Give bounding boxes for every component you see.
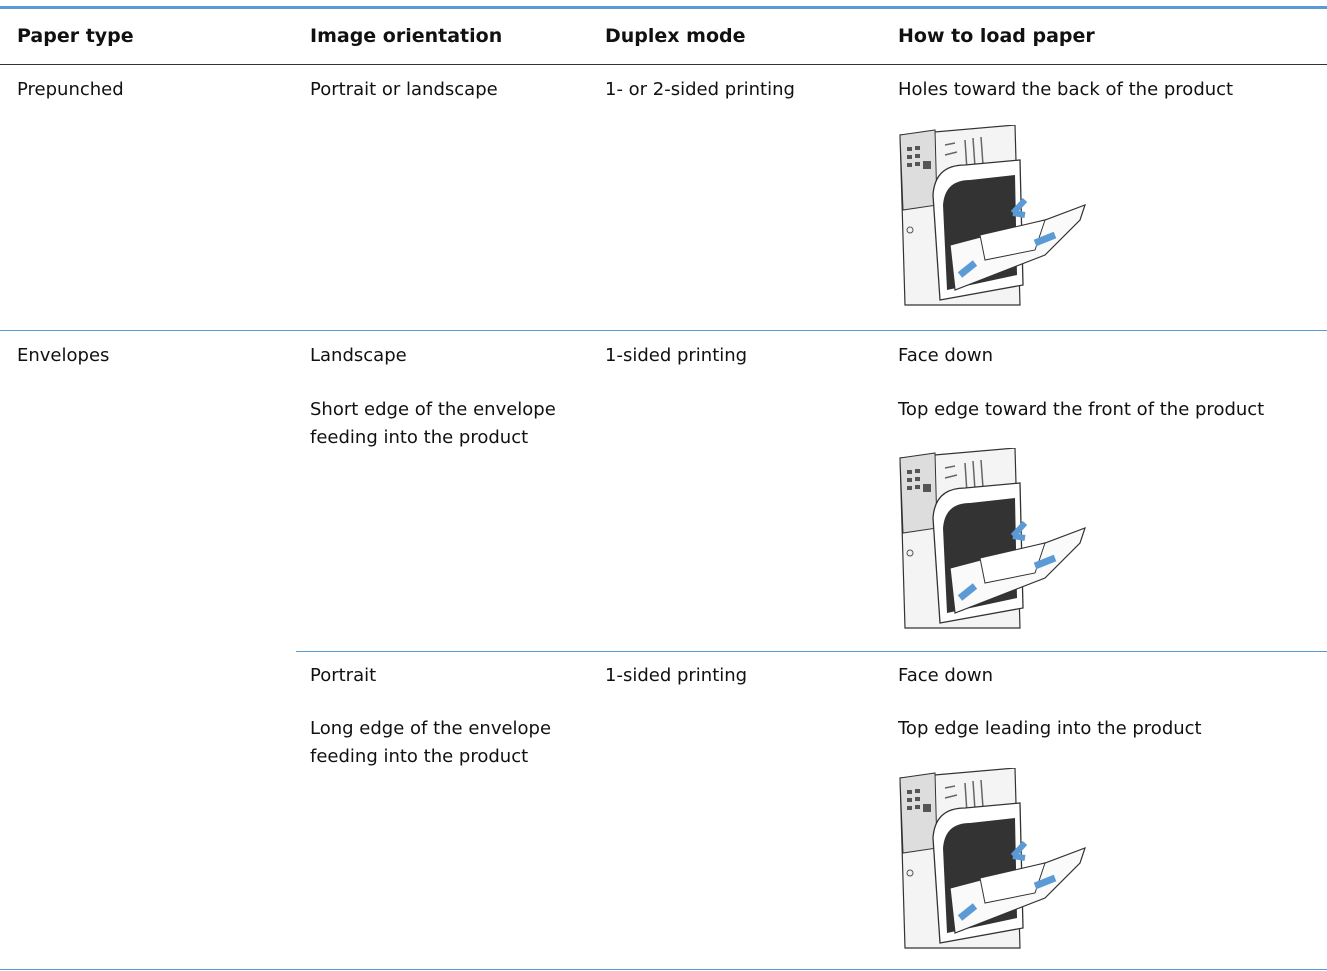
header-cell: How to load paper	[898, 25, 1095, 47]
cell: Top edge leading into the product	[898, 718, 1202, 739]
header-rule	[0, 64, 1327, 65]
cell: 1-sided printing	[605, 345, 748, 366]
cell: Top edge toward the front of the product	[898, 399, 1265, 420]
header-cell: Duplex mode	[605, 25, 746, 47]
cell: Portrait or landscape	[310, 79, 498, 100]
cell: 1-sided printing	[605, 665, 748, 686]
row-rule	[296, 651, 1327, 652]
table-top-rule	[0, 6, 1327, 9]
row-rule	[0, 330, 1327, 331]
cell: Long edge of the envelope feeding into t…	[310, 718, 552, 767]
row-rule	[0, 969, 1327, 970]
loading-illustration	[895, 448, 1095, 633]
header-cell: Image orientation	[310, 25, 503, 47]
header-cell: Paper type	[17, 25, 134, 47]
cell: Holes toward the back of the product	[898, 79, 1234, 100]
cell: Short edge of the envelope feeding into …	[310, 399, 556, 448]
loading-illustration	[895, 768, 1095, 953]
cell: Prepunched	[17, 79, 124, 100]
cell: Face down	[898, 665, 993, 686]
loading-illustration	[895, 125, 1095, 310]
cell: Landscape	[310, 345, 407, 366]
cell: 1- or 2-sided printing	[605, 79, 795, 100]
cell: Envelopes	[17, 345, 110, 366]
cell: Face down	[898, 345, 993, 366]
cell: Portrait	[310, 665, 377, 686]
